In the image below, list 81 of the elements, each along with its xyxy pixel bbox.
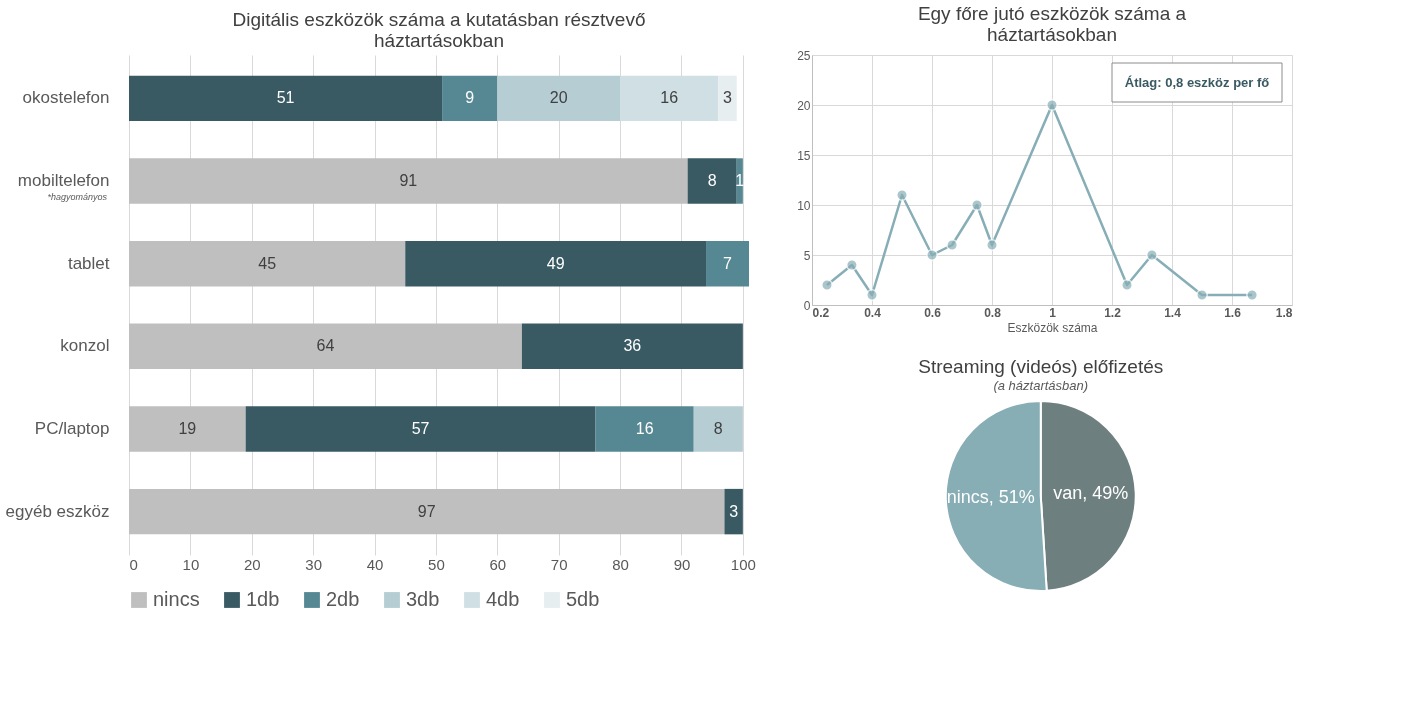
chart-title: Digitális eszközök száma a kutatásban résztvevő háztartásokban <box>232 9 646 51</box>
data-label: 8 <box>707 172 717 190</box>
x-tick-label: 100 <box>730 555 756 573</box>
chart-title: Egy főre jutó eszközök száma a háztartásokban <box>917 3 1187 45</box>
y-tick-label: 10 <box>797 198 811 213</box>
bar <box>497 75 621 122</box>
x-tick-label: 90 <box>673 555 691 573</box>
bar <box>706 240 749 287</box>
bar <box>442 75 498 122</box>
y-tick-label: tablet <box>67 253 110 273</box>
data-label: 64 <box>316 337 335 355</box>
x-tick-label: 50 <box>428 555 445 573</box>
x-tick-label: 1.6 <box>1224 305 1242 320</box>
bar <box>129 406 246 452</box>
data-label: 8 <box>713 419 723 437</box>
data-label: 7 <box>723 254 733 272</box>
bar <box>129 488 725 535</box>
data-label: 49 <box>546 254 565 272</box>
x-tick-label: 0.2 <box>812 305 830 320</box>
legend-label: 3db <box>406 588 440 610</box>
chart-subtitle: (a háztartásban) <box>993 378 1089 393</box>
y-tick-label: PC/laptop <box>34 418 110 438</box>
text: *hagyományos <box>47 192 108 202</box>
bar <box>693 406 743 452</box>
data-label: 3 <box>729 502 739 520</box>
legend-label: 4db <box>486 588 520 610</box>
y-tick-label: 20 <box>797 98 811 113</box>
x-tick-label: 0.4 <box>864 305 882 320</box>
x-tick-label: 10 <box>182 555 200 573</box>
x-tick-label: 1.8 <box>1275 305 1293 320</box>
x-tick-label: 40 <box>366 555 384 573</box>
bar <box>405 240 707 287</box>
data-label: 91 <box>399 172 418 190</box>
x-axis-title: Eszközök száma <box>1007 320 1098 335</box>
bar <box>718 75 737 122</box>
bar <box>245 406 596 452</box>
data-label: 19 <box>178 419 197 437</box>
x-tick-label: 1.4 <box>1164 305 1182 320</box>
data-label: 3 <box>723 89 733 107</box>
x-tick-label: 1.2 <box>1104 305 1122 320</box>
bar <box>687 158 737 204</box>
bar <box>521 323 743 370</box>
y-tick-label: 15 <box>797 148 811 163</box>
bar <box>595 406 694 452</box>
bar <box>129 158 688 204</box>
data-label: 20 <box>549 89 568 107</box>
x-tick-label: 0.8 <box>984 305 1002 320</box>
slice-label: van, 49% <box>1053 483 1129 504</box>
data-label: 97 <box>417 502 436 520</box>
data-label: 45 <box>258 254 277 272</box>
x-tick-label: 0.6 <box>924 305 942 320</box>
slice-label: nincs, 51% <box>946 486 1035 507</box>
legend-label: 5db <box>566 588 600 610</box>
bar <box>724 488 743 535</box>
y-tick-label: 5 <box>803 248 811 263</box>
bar <box>129 240 406 287</box>
x-tick-label: 70 <box>550 555 568 573</box>
x-tick-label: 0 <box>129 555 138 573</box>
data-label: 16 <box>635 419 654 437</box>
legend-label: 1db <box>246 588 280 610</box>
y-tick-label: 25 <box>797 48 811 63</box>
y-tick-label: okostelefon <box>22 88 110 108</box>
bar <box>129 323 522 370</box>
x-tick-label: 20 <box>243 555 261 573</box>
x-tick-label: 1 <box>1049 305 1057 320</box>
legend-label: nincs <box>153 588 200 610</box>
y-tick-label: mobiltelefon <box>17 171 110 191</box>
annotation: Átlag: 0,8 eszköz per fő <box>1124 75 1270 90</box>
x-tick-label: 60 <box>489 555 507 573</box>
chart-title: Streaming (videós) előfizetés <box>918 356 1164 377</box>
y-tick-label: egyéb eszköz <box>5 501 110 521</box>
y-tick-label: konzol <box>60 336 110 356</box>
data-label: 9 <box>465 89 475 107</box>
bar <box>129 75 443 122</box>
x-tick-label: 80 <box>612 555 629 573</box>
legend-label: 2db <box>326 588 360 610</box>
data-label: 57 <box>411 419 430 437</box>
data-label: 51 <box>276 89 295 107</box>
data-label: 36 <box>623 337 642 355</box>
x-tick-label: 30 <box>305 555 322 573</box>
data-label: 16 <box>660 89 679 107</box>
